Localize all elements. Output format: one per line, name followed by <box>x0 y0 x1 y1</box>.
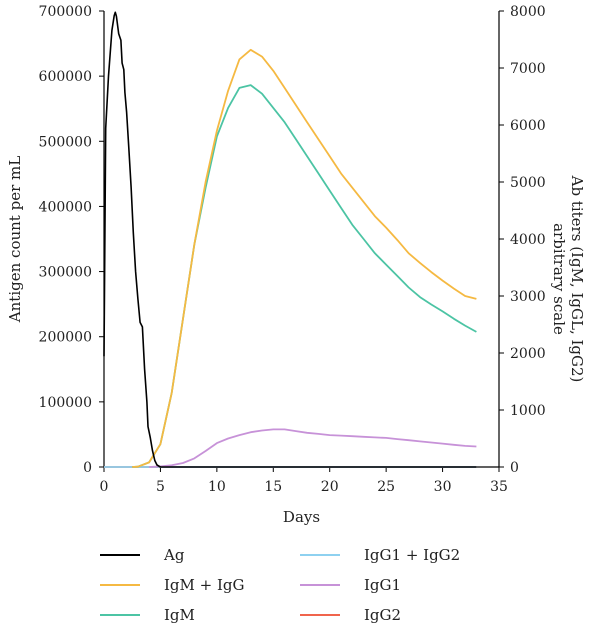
legend-swatch <box>100 584 140 586</box>
left-y-tick-label: 700000 <box>39 4 92 20</box>
left-y-ticks: 0 100000 200000 300000 400000 500000 600000 700… <box>39 4 104 476</box>
x-tick-label: 10 <box>208 479 226 495</box>
left-y-tick-label: 0 <box>83 460 92 476</box>
legend-label: IgG1 + IgG2 <box>364 546 461 564</box>
legend-swatch <box>100 614 140 616</box>
x-tick-label: 15 <box>264 479 282 495</box>
x-ticks: 0 5 10 15 20 25 30 35 <box>100 467 508 495</box>
legend-swatch <box>300 554 340 556</box>
right-y-axis-label-line1: Ab titers (IgM, IgGL, IgG2) <box>568 175 586 383</box>
series-line-igm-igg <box>132 48 477 468</box>
legend-label: IgG1 <box>364 576 402 594</box>
plot-area: 0 5 10 15 20 25 30 35 0100000200000300000400000… <box>39 4 546 495</box>
legend: Ag IgG1 + IgG2 IgM + IgG IgG1 IgM IgG2 <box>100 545 540 640</box>
right-y-tick-label: 8000 <box>510 4 546 20</box>
legend-swatch <box>100 554 140 556</box>
legend-item: IgM <box>100 605 195 625</box>
left-y-axis-label: Antigen count per mL <box>6 156 24 323</box>
right-y-tick-label: 7000 <box>510 61 546 77</box>
x-tick-label: 20 <box>321 479 339 495</box>
left-y-tick-label: 100000 <box>39 395 92 411</box>
right-y-tick-label: 0 <box>510 460 519 476</box>
legend-item: IgG1 + IgG2 <box>300 545 460 565</box>
right-y-tick-label: 5000 <box>510 175 546 191</box>
x-tick-label: 30 <box>434 479 452 495</box>
right-y-ticks: 0 1000 2000 3000 4000 5000 6000 7000 8000 <box>499 4 546 476</box>
left-y-tick-label: 300000 <box>39 265 92 281</box>
right-y-tick-label: 4000 <box>510 232 546 248</box>
series-line-ag <box>103 11 477 468</box>
series-line-igg1 <box>149 428 477 468</box>
legend-label: IgM + IgG <box>164 576 245 594</box>
x-tick-label: 5 <box>156 479 165 495</box>
left-y-tick-label: 200000 <box>39 330 92 346</box>
series-lines <box>103 11 477 468</box>
series-line-igm <box>132 84 477 468</box>
legend-swatch <box>300 614 340 616</box>
x-tick-label: 25 <box>377 479 395 495</box>
legend-label: Ag <box>164 546 185 564</box>
x-axis-label: Days <box>283 508 320 526</box>
legend-swatch <box>300 584 340 586</box>
legend-item: IgG2 <box>300 605 401 625</box>
right-y-tick-label: 6000 <box>510 118 546 134</box>
left-y-tick-label: 500000 <box>39 134 92 150</box>
x-tick-label: 0 <box>100 479 109 495</box>
right-y-tick-label: 3000 <box>510 289 546 305</box>
right-y-tick-label: 1000 <box>510 403 546 419</box>
right-y-tick-label: 2000 <box>510 346 546 362</box>
left-y-tick-label: 600000 <box>39 69 92 85</box>
legend-label: IgM <box>164 606 195 624</box>
left-y-tick-label: 400000 <box>39 199 92 215</box>
chart: 0 5 10 15 20 25 30 35 0100000200000300000400000… <box>6 4 586 526</box>
legend-label: IgG2 <box>364 606 402 624</box>
legend-item: Ag <box>100 545 184 565</box>
x-tick-label: 35 <box>490 479 508 495</box>
legend-item: IgM + IgG <box>100 575 245 595</box>
right-y-axis-label-line2: arbitrary scale <box>550 223 568 335</box>
legend-item: IgG1 <box>300 575 401 595</box>
